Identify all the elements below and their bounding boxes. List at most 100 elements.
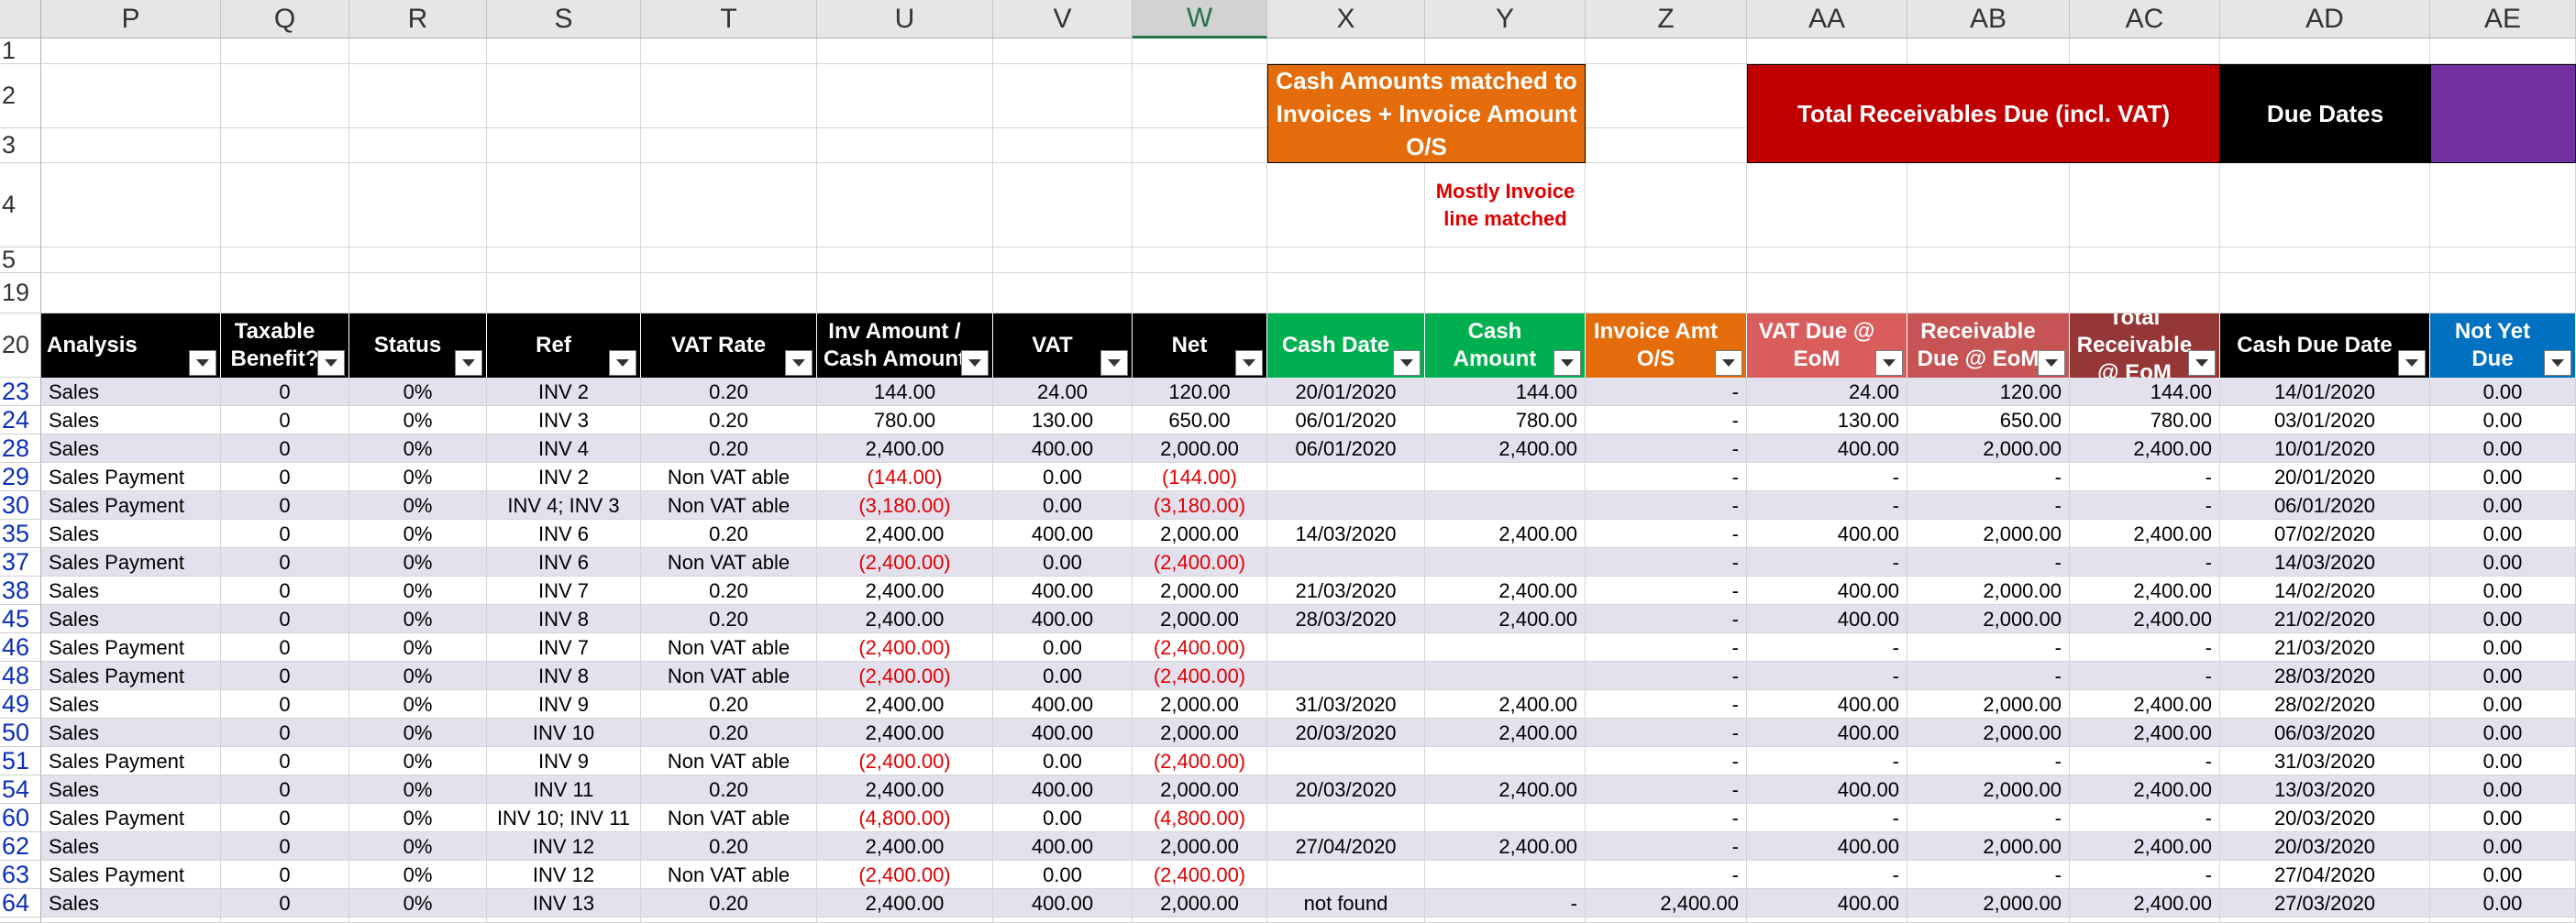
- table-cell[interactable]: 0%: [349, 520, 487, 548]
- table-cell[interactable]: 2,000.00: [1133, 690, 1267, 719]
- sheet-cell[interactable]: [41, 64, 221, 128]
- sheet-cell[interactable]: [2070, 247, 2220, 273]
- filter-dropdown-icon[interactable]: [961, 350, 989, 376]
- table-cell[interactable]: 400.00: [993, 605, 1133, 633]
- sheet-cell[interactable]: [817, 163, 993, 247]
- sheet-cell[interactable]: [2070, 38, 2220, 64]
- table-cell[interactable]: 400.00: [1747, 889, 1907, 918]
- table-cell[interactable]: 0%: [349, 804, 487, 832]
- row-header[interactable]: 28: [0, 434, 41, 463]
- table-cell[interactable]: 06/01/2020: [1267, 434, 1425, 463]
- table-cell[interactable]: Sales: [41, 434, 221, 463]
- sheet-cell[interactable]: [487, 128, 641, 163]
- table-cell[interactable]: 0.00: [993, 491, 1133, 520]
- sheet-cell[interactable]: [1267, 273, 1425, 313]
- table-cell[interactable]: 0.00: [2430, 832, 2576, 861]
- sheet-cell[interactable]: [221, 38, 349, 64]
- sheet-cell[interactable]: [2220, 38, 2430, 64]
- table-cell[interactable]: 2,400.00: [1425, 719, 1586, 747]
- table-cell[interactable]: -: [1747, 548, 1907, 577]
- table-cell[interactable]: Non VAT able: [641, 747, 817, 775]
- table-cell[interactable]: 0.00: [993, 747, 1133, 775]
- table-cell[interactable]: -: [2070, 804, 2220, 832]
- table-cell[interactable]: (2,400.00): [1133, 861, 1267, 889]
- table-cell[interactable]: 2,000.00: [1907, 577, 2070, 605]
- table-header-14[interactable]: Total Receivable @ EoM: [2070, 313, 2220, 378]
- sheet-cell[interactable]: [1133, 128, 1267, 163]
- table-cell[interactable]: 0: [221, 463, 349, 491]
- table-cell[interactable]: 2,000.00: [1907, 434, 2070, 463]
- table-cell[interactable]: 0%: [349, 719, 487, 747]
- sheet-cell[interactable]: [1586, 918, 1747, 923]
- table-cell[interactable]: -: [1586, 406, 1747, 434]
- table-cell[interactable]: -: [1907, 548, 2070, 577]
- row-header[interactable]: 5: [0, 247, 41, 273]
- table-cell[interactable]: 2,000.00: [1907, 690, 2070, 719]
- table-cell[interactable]: 14/03/2020: [2220, 548, 2430, 577]
- table-cell[interactable]: 2,400.00: [817, 520, 993, 548]
- table-cell[interactable]: 400.00: [993, 775, 1133, 804]
- sheet-cell[interactable]: [1425, 163, 1586, 247]
- table-cell[interactable]: 2,400.00: [1425, 775, 1586, 804]
- sheet-cell[interactable]: [993, 247, 1133, 273]
- row-header[interactable]: 46: [0, 633, 41, 662]
- row-header[interactable]: 2: [0, 64, 41, 128]
- sheet-cell[interactable]: [1425, 918, 1586, 923]
- table-cell[interactable]: 14/03/2020: [1267, 520, 1425, 548]
- table-cell[interactable]: [1425, 662, 1586, 690]
- table-cell[interactable]: 0.20: [641, 690, 817, 719]
- table-cell[interactable]: 0.00: [993, 463, 1133, 491]
- table-cell[interactable]: Sales: [41, 832, 221, 861]
- table-cell[interactable]: 0%: [349, 747, 487, 775]
- table-header-5[interactable]: VAT Rate: [641, 313, 817, 378]
- sheet-cell[interactable]: [221, 128, 349, 163]
- table-cell[interactable]: 0%: [349, 690, 487, 719]
- column-header-x[interactable]: X: [1267, 0, 1425, 38]
- column-header-z[interactable]: Z: [1586, 0, 1747, 38]
- table-cell[interactable]: 0.20: [641, 577, 817, 605]
- sheet-cell[interactable]: [641, 64, 817, 128]
- table-cell[interactable]: 14/01/2020: [2220, 378, 2430, 406]
- table-cell[interactable]: 0: [221, 605, 349, 633]
- table-cell[interactable]: Sales Payment: [41, 804, 221, 832]
- table-cell[interactable]: Sales: [41, 775, 221, 804]
- sheet-cell[interactable]: [993, 918, 1133, 923]
- table-cell[interactable]: 0.00: [2430, 463, 2576, 491]
- sheet-cell[interactable]: [1747, 918, 1907, 923]
- sheet-cell[interactable]: [1586, 38, 1747, 64]
- table-cell[interactable]: 2,400.00: [817, 832, 993, 861]
- table-cell[interactable]: 0%: [349, 832, 487, 861]
- sheet-cell[interactable]: [1267, 918, 1425, 923]
- table-cell[interactable]: 0.20: [641, 719, 817, 747]
- table-cell[interactable]: -: [1907, 662, 2070, 690]
- table-cell[interactable]: INV 8: [487, 662, 641, 690]
- sheet-cell[interactable]: [1425, 273, 1586, 313]
- filter-dropdown-icon[interactable]: [2038, 350, 2065, 376]
- sheet-cell[interactable]: [993, 163, 1133, 247]
- sheet-cell[interactable]: [641, 163, 817, 247]
- table-cell[interactable]: Sales: [41, 719, 221, 747]
- table-cell[interactable]: 0.00: [2430, 889, 2576, 918]
- table-cell[interactable]: -: [1907, 491, 2070, 520]
- sheet-cell[interactable]: [349, 64, 487, 128]
- table-cell[interactable]: 400.00: [993, 520, 1133, 548]
- table-cell[interactable]: Sales: [41, 577, 221, 605]
- table-cell[interactable]: 0%: [349, 378, 487, 406]
- table-cell[interactable]: -: [2070, 463, 2220, 491]
- table-cell[interactable]: 400.00: [993, 719, 1133, 747]
- row-header[interactable]: 51: [0, 747, 41, 775]
- table-cell[interactable]: -: [2070, 662, 2220, 690]
- table-cell[interactable]: (3,180.00): [1133, 491, 1267, 520]
- table-cell[interactable]: (2,400.00): [1133, 548, 1267, 577]
- table-cell[interactable]: Non VAT able: [641, 861, 817, 889]
- sheet-cell[interactable]: [993, 38, 1133, 64]
- table-cell[interactable]: 06/01/2020: [2220, 491, 2430, 520]
- sheet-cell[interactable]: [2430, 273, 2576, 313]
- table-cell[interactable]: [1267, 662, 1425, 690]
- row-header[interactable]: 62: [0, 832, 41, 861]
- table-cell[interactable]: INV 4: [487, 434, 641, 463]
- table-cell[interactable]: 0.00: [2430, 804, 2576, 832]
- table-cell[interactable]: 0.00: [2430, 861, 2576, 889]
- table-cell[interactable]: 0.20: [641, 434, 817, 463]
- table-cell[interactable]: Non VAT able: [641, 463, 817, 491]
